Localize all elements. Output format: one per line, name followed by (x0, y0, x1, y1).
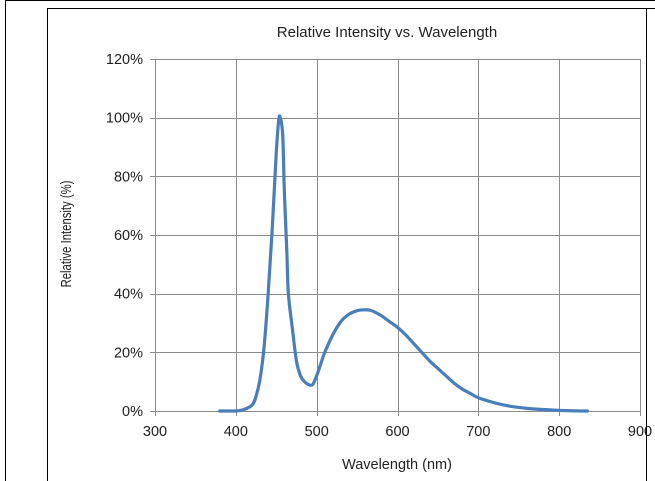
x-axis-label: Wavelength (nm) (342, 457, 452, 473)
grid-lines (155, 59, 641, 411)
x-tick-label: 400 (224, 424, 248, 440)
series-group (218, 114, 590, 413)
x-tick-label: 500 (305, 424, 329, 440)
y-tick-labels: 0% 20% 40% 60% 80% 100% 120% (106, 52, 143, 420)
x-tick-label: 300 (143, 424, 167, 440)
x-tick-label: 900 (628, 424, 652, 440)
y-tick-label: 60% (114, 228, 143, 244)
y-tick-label: 0% (122, 404, 143, 420)
y-tick-label: 40% (114, 287, 143, 303)
x-tick-label: 700 (466, 424, 490, 440)
y-tick-label: 100% (106, 111, 143, 127)
x-tick-label: 600 (385, 424, 409, 440)
y-tick-label: 120% (106, 52, 143, 68)
axes (150, 59, 641, 416)
y-tick-label: 20% (114, 345, 143, 361)
chart-title: Relative Intensity vs. Wavelength (277, 24, 497, 41)
x-tick-label: 800 (547, 424, 571, 440)
y-tick-label: 80% (114, 169, 143, 185)
series-line (218, 114, 590, 413)
x-tick-labels: 300 400 500 600 700 800 900 (143, 424, 652, 440)
y-axis-label: Relative Intensity (%) (58, 181, 75, 288)
